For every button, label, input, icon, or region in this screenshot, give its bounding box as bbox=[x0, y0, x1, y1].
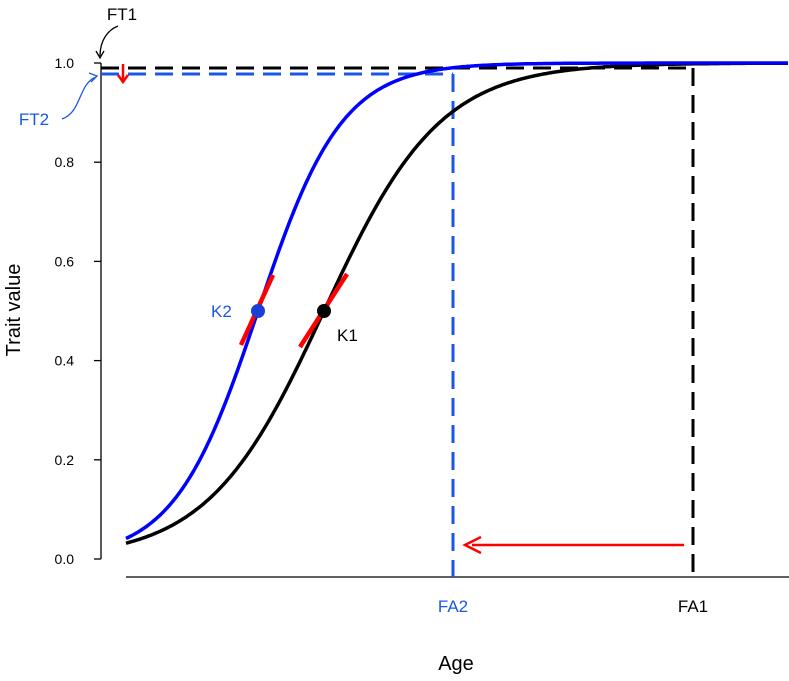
k1-marker bbox=[317, 304, 331, 318]
y-tick-label: 1.0 bbox=[55, 55, 75, 71]
x-axis-title: Age bbox=[438, 653, 474, 675]
y-tick-label: 0.2 bbox=[55, 452, 75, 468]
k2-label: K2 bbox=[211, 302, 232, 321]
ft2-pointer-head bbox=[88, 72, 99, 83]
age-shift-arrow-head bbox=[462, 535, 482, 555]
y-tick-label: 0.4 bbox=[55, 353, 75, 369]
ft-shift-arrow-head bbox=[116, 74, 130, 85]
y-tick-label: 0.6 bbox=[55, 253, 75, 269]
y-axis-ticks: 0.0 0.2 0.4 0.6 0.8 1.0 bbox=[55, 55, 101, 567]
y-tick-label: 0.0 bbox=[55, 551, 75, 567]
ft1-pointer-head bbox=[95, 50, 105, 60]
ft1-pointer bbox=[99, 25, 119, 57]
fa2-label: FA2 bbox=[438, 597, 468, 616]
ft1-label: FT1 bbox=[107, 5, 137, 24]
ft2-pointer bbox=[61, 76, 97, 120]
series-line-curve2 bbox=[125, 61, 788, 541]
y-axis-title: Trait value bbox=[3, 264, 25, 357]
k2-marker bbox=[251, 304, 265, 318]
fa1-label: FA1 bbox=[678, 597, 708, 616]
y-tick-label: 0.8 bbox=[55, 154, 75, 170]
k1-label: K1 bbox=[337, 326, 358, 345]
ft2-label: FT2 bbox=[19, 110, 49, 129]
